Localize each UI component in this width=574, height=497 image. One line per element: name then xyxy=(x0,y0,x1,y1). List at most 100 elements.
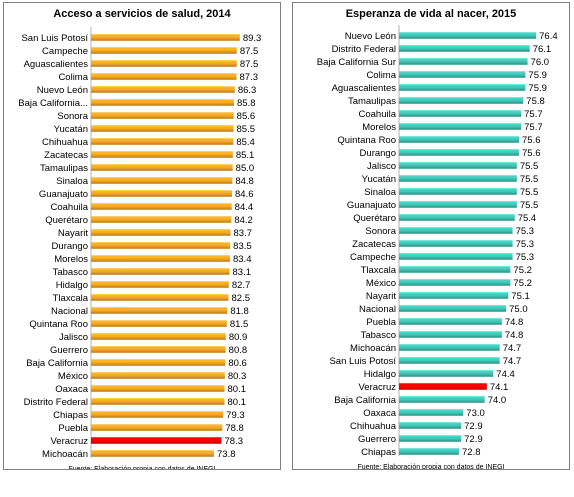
value-label: 73.8 xyxy=(217,449,236,460)
category-label: Chihuahua xyxy=(350,421,397,432)
category-label: Campeche xyxy=(42,46,88,57)
category-label: Puebla xyxy=(58,423,88,434)
bar xyxy=(399,84,526,91)
chart-panel-salud: Acceso a servicios de salud, 2014 San Lui… xyxy=(3,2,281,470)
value-label: 75.5 xyxy=(520,174,539,185)
bar xyxy=(91,320,227,327)
category-label: Jalisco xyxy=(59,332,88,343)
value-label: 75.3 xyxy=(516,226,535,237)
bar xyxy=(399,266,511,273)
category-label: Tlaxcala xyxy=(361,265,397,276)
value-label: 75.5 xyxy=(520,200,539,211)
category-label: Sinaloa xyxy=(56,176,88,187)
category-label: Campeche xyxy=(350,252,396,263)
value-label: 84.2 xyxy=(234,215,253,226)
value-label: 75.7 xyxy=(524,109,543,120)
value-label: 80.1 xyxy=(228,397,247,408)
bar xyxy=(91,411,224,418)
bar xyxy=(399,331,502,338)
category-label: Sonora xyxy=(365,226,396,237)
value-label: 81.8 xyxy=(230,306,249,317)
value-label: 75.4 xyxy=(518,213,537,224)
bar xyxy=(91,177,233,184)
value-label: 87.5 xyxy=(240,46,258,57)
category-label: México xyxy=(366,278,396,289)
bar xyxy=(399,201,517,208)
bar xyxy=(399,357,500,364)
value-label: 80.9 xyxy=(229,332,248,343)
category-label: Morelos xyxy=(54,254,88,265)
value-label: 85.1 xyxy=(236,150,255,161)
value-label: 82.5 xyxy=(232,293,251,304)
bar xyxy=(399,97,524,104)
value-label: 72.8 xyxy=(462,447,481,458)
category-label: Sinaloa xyxy=(364,187,396,198)
category-label: Jalisco xyxy=(367,161,396,172)
category-label: Aguascalientes xyxy=(24,59,89,70)
value-label: 75.5 xyxy=(520,187,539,198)
category-label: Guerrero xyxy=(358,434,396,445)
value-label: 80.8 xyxy=(229,345,248,356)
category-label: Puebla xyxy=(366,317,396,328)
bar xyxy=(399,123,522,130)
bar xyxy=(91,424,223,431)
bar xyxy=(91,99,234,106)
category-label: Chiapas xyxy=(361,447,396,458)
bar xyxy=(399,149,519,156)
category-label: Zacatecas xyxy=(44,150,88,161)
value-label: 75.2 xyxy=(513,265,532,276)
value-label: 78.3 xyxy=(225,436,244,447)
bar xyxy=(399,32,537,39)
category-label: Quintana Roo xyxy=(337,135,396,146)
bar xyxy=(399,227,513,234)
category-label: Nacional xyxy=(359,304,396,315)
value-label: 75.2 xyxy=(513,278,532,289)
category-label: Yucatán xyxy=(362,174,396,185)
bar xyxy=(91,203,232,210)
category-label: México xyxy=(58,371,88,382)
category-label: Yucatán xyxy=(54,124,88,135)
value-label: 74.7 xyxy=(503,343,522,354)
bar xyxy=(91,86,235,93)
bar xyxy=(91,398,225,405)
category-label: Nayarit xyxy=(58,228,88,239)
bar xyxy=(91,229,231,236)
category-label: Chihuahua xyxy=(42,137,89,148)
category-label: Guanajuato xyxy=(347,200,396,211)
bar xyxy=(399,370,494,377)
value-label: 75.5 xyxy=(520,161,539,172)
bar xyxy=(91,372,225,379)
value-label: 80.3 xyxy=(228,371,247,382)
category-label: Tabasco xyxy=(53,267,88,278)
category-label: Querétaro xyxy=(45,215,88,226)
value-label: 83.4 xyxy=(233,254,252,265)
category-label: Baja California Sur xyxy=(317,57,396,68)
bar xyxy=(91,190,232,197)
value-label: 83.1 xyxy=(233,267,252,278)
category-label: Nayarit xyxy=(366,291,396,302)
value-label: 76.1 xyxy=(533,44,552,55)
value-label: 73.0 xyxy=(466,408,485,419)
bar xyxy=(91,359,226,366)
bar xyxy=(399,292,509,299)
chart-panel-esperanza: Esperanza de vida al nacer, 2015 Nuevo Le… xyxy=(292,2,570,470)
value-label: 87.5 xyxy=(240,59,258,70)
bar xyxy=(91,450,214,457)
bar xyxy=(399,422,462,429)
category-label: Michoacán xyxy=(350,343,396,354)
category-label: Durango xyxy=(52,241,88,252)
category-label: Baja California xyxy=(26,358,88,369)
value-label: 81.5 xyxy=(230,319,249,330)
bar xyxy=(399,448,459,455)
bar xyxy=(91,307,228,314)
value-label: 85.0 xyxy=(236,163,255,174)
value-label: 89.3 xyxy=(243,33,261,44)
value-label: 75.6 xyxy=(522,148,541,159)
bar xyxy=(91,216,232,223)
bar xyxy=(399,305,507,312)
category-label: Michoacán xyxy=(42,449,88,460)
bar xyxy=(399,175,517,182)
value-label: 74.4 xyxy=(496,369,515,380)
bar xyxy=(399,279,511,286)
bar xyxy=(91,268,230,275)
